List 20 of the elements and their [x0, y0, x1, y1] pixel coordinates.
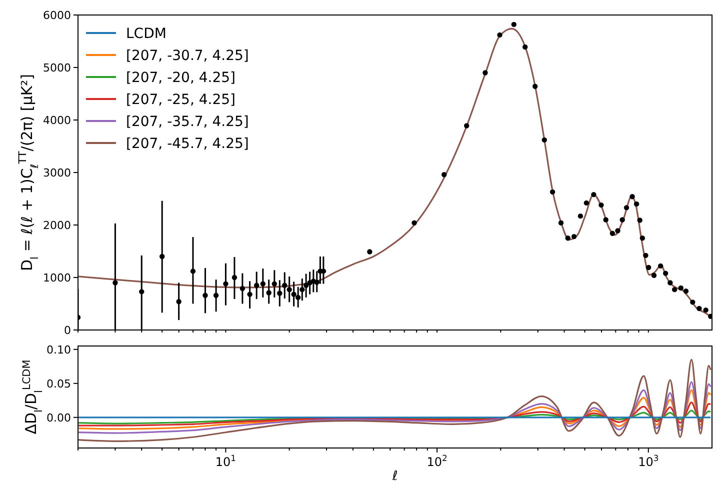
- y-tick-label: 1000: [43, 272, 71, 284]
- y-tick-label: 5000: [43, 62, 71, 74]
- legend-label: [207, -25, 4.25]: [126, 92, 236, 108]
- x-tick-label: 10$^{2}$: [426, 453, 448, 469]
- x-tick-label: 10$^{1}$: [215, 453, 236, 469]
- legend-label: [207, -45.7, 4.25]: [126, 136, 249, 152]
- y-tick-label: 3000: [43, 166, 71, 180]
- y-tick-label: 6000: [43, 9, 71, 22]
- legend-label: [207, -30.7, 4.25]: [126, 48, 249, 64]
- x-tick-label: 10$^{3}$: [638, 453, 659, 469]
- y-tick-label: 0.05: [46, 377, 71, 390]
- y-tick-label: 4000: [43, 114, 71, 127]
- legend-label: [207, -35.7, 4.25]: [126, 114, 249, 130]
- y-tick-label: 0.00: [46, 411, 71, 424]
- legend-label: LCDM: [126, 26, 166, 42]
- y-tick-label: 0.10: [46, 343, 71, 356]
- legend-label: [207, -20, 4.25]: [126, 70, 236, 86]
- y-tick-label: 0: [64, 324, 71, 337]
- x-axis-title: ℓ: [391, 469, 398, 484]
- y-tick-label: 2000: [43, 219, 71, 232]
